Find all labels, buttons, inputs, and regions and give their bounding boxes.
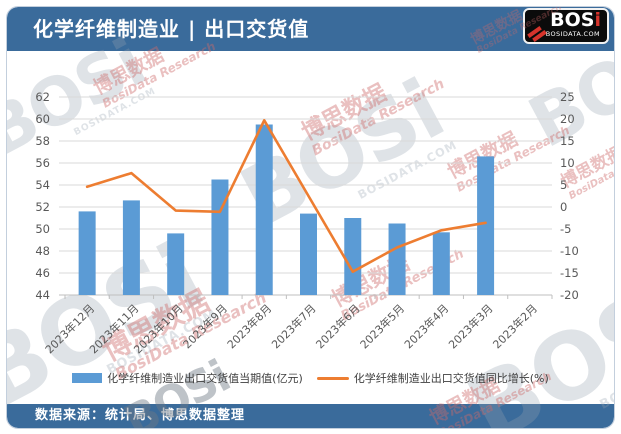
page-title: 化学纤维制造业 | 出口交货值 bbox=[33, 17, 310, 41]
chart-card: BOSi BOSIDATA.COM BOSi BOSIDATA.COM BOSi BO… bbox=[6, 6, 615, 429]
right-axis-tick-label: 5 bbox=[560, 178, 567, 192]
left-axis-tick-label: 48 bbox=[35, 244, 50, 258]
right-axis-tick-label: 25 bbox=[560, 90, 575, 104]
bosi-logo: BOSi BOSIDATA.COM bbox=[523, 8, 609, 44]
bar-2023年7月 bbox=[300, 213, 317, 295]
x-axis-label: 2023年6月 bbox=[313, 301, 363, 351]
bar-2023年11月 bbox=[122, 200, 140, 295]
left-axis-tick-label: 58 bbox=[35, 134, 50, 148]
x-axis-label: 2023年2月 bbox=[490, 301, 540, 351]
right-axis-tick-label: -15 bbox=[560, 266, 579, 280]
bar-2023年6月 bbox=[344, 218, 362, 295]
right-axis-tick-label: -20 bbox=[560, 288, 579, 302]
header-bar: 化学纤维制造业 | 出口交货值 BOSi BOSIDATA.COM bbox=[7, 7, 614, 51]
line-series-label: 化学纤维制造业出口交货值同比增长(%) bbox=[353, 372, 549, 385]
right-axis-tick-label: -10 bbox=[560, 244, 579, 258]
x-axis-label: 2023年5月 bbox=[357, 301, 407, 351]
right-axis-tick-label: 20 bbox=[560, 112, 575, 126]
right-axis-tick-label: 15 bbox=[560, 134, 575, 148]
bosi-logo-domain: BOSIDATA.COM bbox=[545, 30, 600, 38]
combo-chart: 44 -20 46 -15 48 -10 50 -5 52 0 54 5 56 10 58 15 60 20 62 2… bbox=[35, 90, 579, 356]
left-axis-tick-label: 46 bbox=[35, 266, 50, 280]
yoy-growth-line bbox=[85, 119, 487, 273]
bar-2023年9月 bbox=[211, 179, 229, 295]
x-axis-label: 2023年3月 bbox=[446, 301, 496, 351]
bar-series-label: 化学纤维制造业出口交货值当期值(亿元) bbox=[107, 372, 303, 385]
left-axis-tick-label: 44 bbox=[35, 288, 50, 302]
x-axis-label: 2023年4月 bbox=[401, 301, 451, 351]
right-axis-tick-label: 10 bbox=[560, 156, 575, 170]
bosi-logo-text: BOSi bbox=[550, 9, 601, 31]
left-axis-tick-label: 52 bbox=[35, 200, 50, 214]
left-axis-tick-label: 60 bbox=[35, 112, 50, 126]
chart-legend: 化学纤维制造业出口交货值当期值(亿元) 化学纤维制造业出口交货值同比增长(%) bbox=[0, 370, 621, 386]
x-axis-label: 2023年7月 bbox=[268, 301, 318, 351]
legend-item-bar-series: 化学纤维制造业出口交货值当期值(亿元) bbox=[72, 370, 303, 386]
bar-2023年10月 bbox=[167, 233, 185, 295]
bar-2023年5月 bbox=[388, 223, 406, 295]
left-axis-tick-label: 54 bbox=[35, 178, 50, 192]
right-axis-tick-label: 0 bbox=[560, 200, 567, 214]
data-source-text: 数据来源：统计局、博思数据整理 bbox=[35, 408, 246, 423]
footer-bar: 数据来源：统计局、博思数据整理 bbox=[7, 404, 614, 428]
right-axis-tick-label: -5 bbox=[560, 222, 571, 236]
bar-series-swatch bbox=[72, 373, 103, 383]
bar-2023年12月 bbox=[78, 211, 96, 295]
line-series-swatch bbox=[316, 376, 349, 380]
x-axis-label: 2023年9月 bbox=[180, 301, 230, 351]
bar-2023年8月 bbox=[255, 124, 273, 295]
left-axis-tick-label: 62 bbox=[35, 90, 50, 104]
bar-2023年3月 bbox=[477, 156, 495, 295]
left-axis-tick-label: 50 bbox=[35, 222, 50, 236]
bar-2023年4月 bbox=[432, 232, 450, 295]
legend-item-line-series: 化学纤维制造业出口交货值同比增长(%) bbox=[316, 370, 549, 386]
left-axis-tick-label: 56 bbox=[35, 156, 50, 170]
x-axis-label: 2023年8月 bbox=[224, 301, 274, 351]
